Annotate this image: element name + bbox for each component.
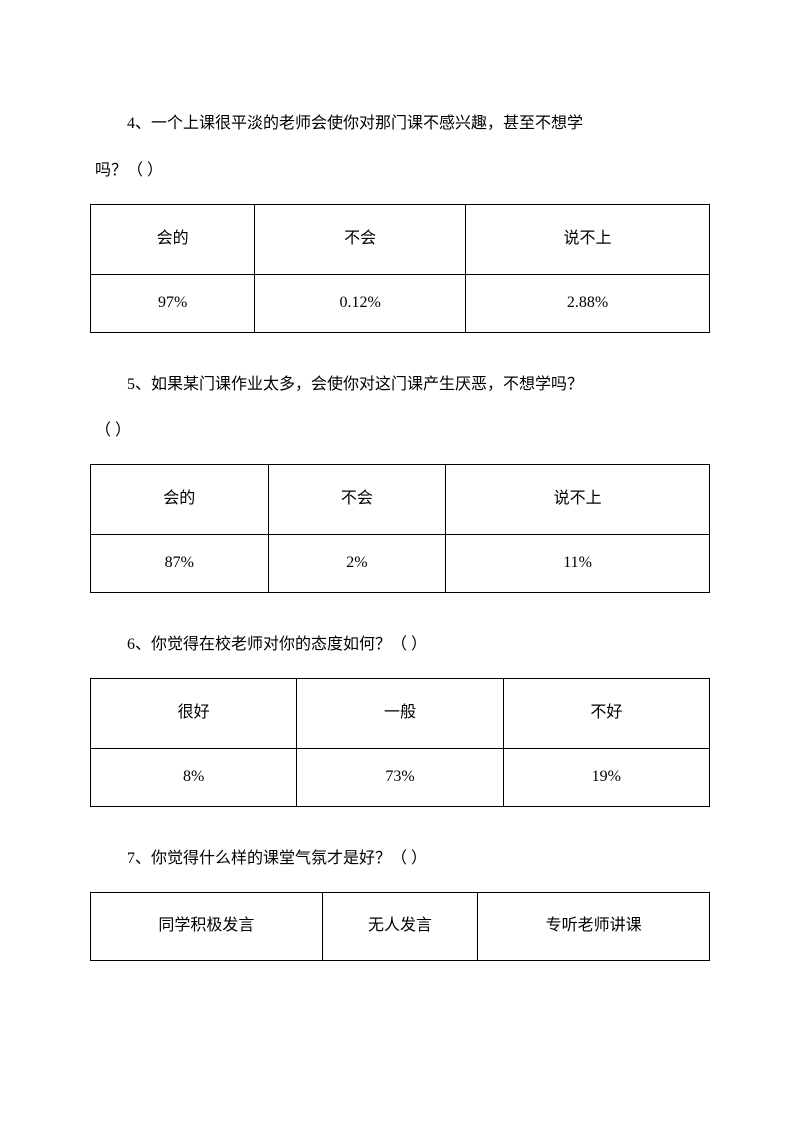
values-row: 97% 0.12% 2.88% [91,274,710,332]
question-table: 会的 不会 说不上 87% 2% 11% [90,464,710,593]
value-cell: 73% [297,748,503,806]
value-cell: 0.12% [255,274,466,332]
option-cell: 说不上 [466,204,710,274]
values-row: 87% 2% 11% [91,535,710,593]
question-text-cont: （ ） [90,417,710,446]
option-cell: 一般 [297,678,503,748]
value-cell: 8% [91,748,297,806]
value-cell: 2.88% [466,274,710,332]
question-5: 5、如果某门课作业太多，会使你对这门课产生厌恶，不想学吗？ （ ） 会的 不会 … [90,371,710,594]
value-cell: 2% [268,535,446,593]
option-cell: 不会 [268,465,446,535]
values-row: 8% 73% 19% [91,748,710,806]
option-cell: 会的 [91,204,255,274]
question-table: 很好 一般 不好 8% 73% 19% [90,678,710,807]
question-text: 7、你觉得什么样的课堂气氛才是好？（ ） [90,845,710,874]
option-cell: 无人发言 [322,892,477,960]
option-cell: 专听老师讲课 [478,892,710,960]
question-table: 同学积极发言 无人发言 专听老师讲课 [90,892,710,961]
question-text: 5、如果某门课作业太多，会使你对这门课产生厌恶，不想学吗？ [90,371,710,400]
question-4: 4、一个上课很平淡的老师会使你对那门课不感兴趣，甚至不想学 吗？（ ） 会的 不… [90,110,710,333]
option-cell: 不会 [255,204,466,274]
options-row: 同学积极发言 无人发言 专听老师讲课 [91,892,710,960]
question-text: 4、一个上课很平淡的老师会使你对那门课不感兴趣，甚至不想学 [90,110,710,139]
options-row: 会的 不会 说不上 [91,204,710,274]
value-cell: 87% [91,535,269,593]
question-table: 会的 不会 说不上 97% 0.12% 2.88% [90,204,710,333]
option-cell: 同学积极发言 [91,892,323,960]
option-cell: 不好 [503,678,709,748]
value-cell: 97% [91,274,255,332]
options-row: 会的 不会 说不上 [91,465,710,535]
option-cell: 很好 [91,678,297,748]
value-cell: 19% [503,748,709,806]
value-cell: 11% [446,535,710,593]
question-6: 6、你觉得在校老师对你的态度如何？（ ） 很好 一般 不好 8% 73% 19% [90,631,710,807]
options-row: 很好 一般 不好 [91,678,710,748]
option-cell: 说不上 [446,465,710,535]
question-text-cont: 吗？（ ） [90,157,710,186]
question-7: 7、你觉得什么样的课堂气氛才是好？（ ） 同学积极发言 无人发言 专听老师讲课 [90,845,710,961]
option-cell: 会的 [91,465,269,535]
question-text: 6、你觉得在校老师对你的态度如何？（ ） [90,631,710,660]
